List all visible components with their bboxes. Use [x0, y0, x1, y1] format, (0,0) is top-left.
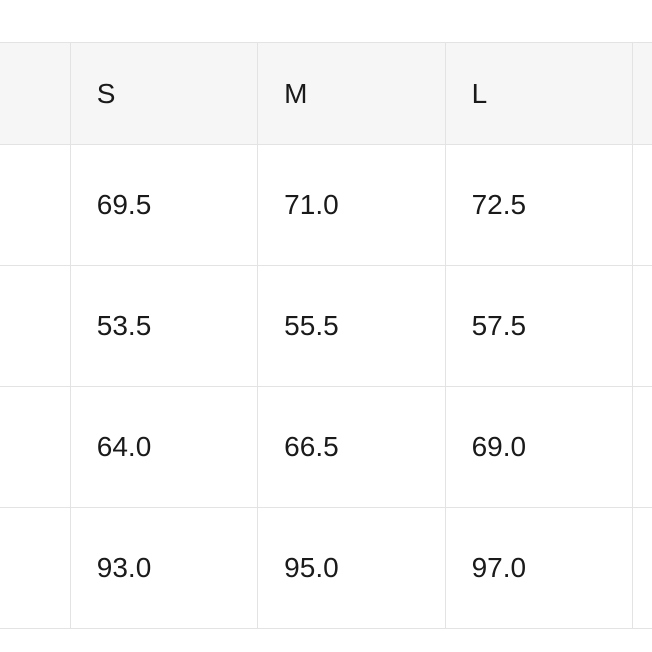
cell: 71.0 — [258, 145, 445, 266]
row-stub — [0, 145, 70, 266]
table-header-row: S M L — [0, 43, 652, 145]
cell: 64.0 — [70, 387, 257, 508]
size-chart: S M L 69.5 71.0 72.5 53.5 55.5 57.5 — [0, 0, 652, 652]
cell: 69.0 — [445, 387, 632, 508]
cell: 57.5 — [445, 266, 632, 387]
cell: 55.5 — [258, 266, 445, 387]
row-tail — [632, 145, 652, 266]
cell: 95.0 — [258, 508, 445, 629]
row-stub — [0, 508, 70, 629]
row-tail — [632, 508, 652, 629]
cell: 72.5 — [445, 145, 632, 266]
header-stub — [0, 43, 70, 145]
table-row: 93.0 95.0 97.0 — [0, 508, 652, 629]
row-tail — [632, 387, 652, 508]
header-tail — [632, 43, 652, 145]
cell: 69.5 — [70, 145, 257, 266]
size-table: S M L 69.5 71.0 72.5 53.5 55.5 57.5 — [0, 42, 652, 629]
cell: 53.5 — [70, 266, 257, 387]
table-row: 69.5 71.0 72.5 — [0, 145, 652, 266]
cell: 66.5 — [258, 387, 445, 508]
table-row: 53.5 55.5 57.5 — [0, 266, 652, 387]
col-header-l: L — [445, 43, 632, 145]
row-tail — [632, 266, 652, 387]
col-header-s: S — [70, 43, 257, 145]
table-row: 64.0 66.5 69.0 — [0, 387, 652, 508]
cell: 93.0 — [70, 508, 257, 629]
row-stub — [0, 387, 70, 508]
col-header-m: M — [258, 43, 445, 145]
cell: 97.0 — [445, 508, 632, 629]
row-stub — [0, 266, 70, 387]
